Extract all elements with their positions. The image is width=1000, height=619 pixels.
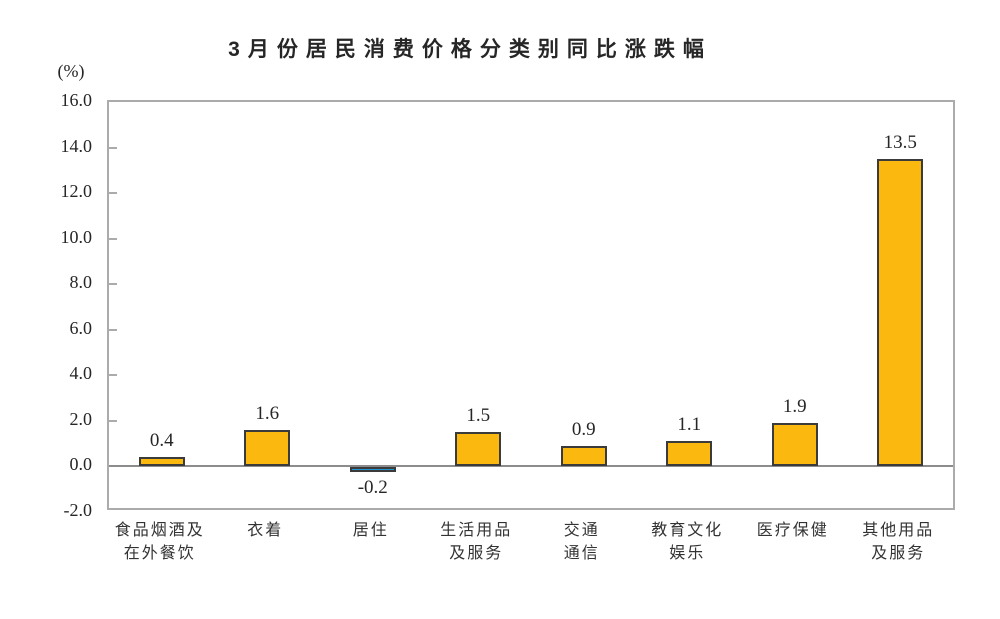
bar — [771, 423, 818, 467]
y-axis-unit-label: (%) — [57, 61, 85, 81]
category-label-line: 交通 — [563, 522, 600, 539]
bar — [560, 445, 607, 467]
category-label-line: 食品烟酒及 — [114, 522, 205, 539]
bar — [666, 441, 713, 467]
category-label-line: 居住 — [352, 522, 389, 539]
category-label: 医疗保健 — [740, 519, 846, 542]
bar-value-label: 0.4 — [149, 430, 174, 452]
bar-value-label: 1.9 — [782, 396, 807, 418]
chart-title: 3月份居民消费价格分类别同比涨跌幅 — [228, 38, 712, 61]
category-label: 其他用品 及服务 — [846, 519, 952, 565]
category-label-line: 医疗保健 — [756, 522, 829, 539]
y-tick-label: 10.0 — [60, 226, 93, 247]
category-label: 食品烟酒及 在外餐饮 — [107, 519, 213, 565]
bar-value-label: 13.5 — [883, 131, 917, 153]
category-label: 居住 — [318, 519, 424, 542]
y-tick-label: 16.0 — [60, 90, 93, 110]
zero-baseline — [109, 465, 953, 468]
category-label-line: 教育文化 — [651, 522, 724, 539]
y-axis-tick-mark — [109, 237, 117, 240]
category-label-line: 生活用品 — [440, 522, 513, 539]
y-axis-tick-mark — [109, 146, 117, 149]
y-tick-label: 6.0 — [69, 317, 93, 338]
category-label: 生活用品 及服务 — [424, 519, 530, 565]
bar-value-label: 1.6 — [255, 403, 280, 424]
bar-value-label: 1.1 — [677, 414, 702, 436]
y-axis-tick-mark — [109, 419, 117, 422]
y-axis-tick-mark — [109, 283, 117, 286]
y-tick-label: 0.0 — [69, 454, 93, 475]
bar-value-label: -0.2 — [357, 477, 388, 498]
y-tick-label: 14.0 — [60, 135, 93, 156]
category-label-line: 通信 — [563, 545, 600, 562]
category-label-line: 在外餐饮 — [123, 545, 196, 562]
x-axis-category-labels: 食品烟酒及 在外餐饮 衣着 居住 生活用品 及服务 交通 通信 教育文化 娱乐 医疗保健 其他用品 及服… — [107, 519, 955, 579]
plot-area: 0.4 1.6 -0.2 1.5 0.9 1.1 1.9 13.5 — [107, 100, 955, 510]
category-label-line: 其他用品 — [862, 522, 935, 539]
bar — [138, 457, 185, 467]
bar-value-label: 0.9 — [571, 418, 596, 440]
y-axis-tick-mark — [109, 374, 117, 377]
bar — [349, 467, 396, 472]
category-label-line: 衣着 — [247, 522, 284, 539]
y-tick-label: -2.0 — [63, 500, 93, 520]
bar — [455, 432, 502, 467]
y-axis-tick-mark — [109, 328, 117, 331]
y-axis-tick-mark — [109, 192, 117, 195]
bar — [877, 158, 924, 467]
bar-value-label: 1.5 — [466, 405, 491, 427]
category-label: 教育文化 娱乐 — [635, 519, 741, 565]
y-tick-label: 4.0 — [69, 363, 93, 384]
bar — [244, 430, 291, 467]
category-label-line: 及服务 — [449, 545, 504, 562]
y-tick-label: 2.0 — [69, 408, 93, 429]
category-label: 交通 通信 — [529, 519, 635, 565]
category-label-line: 娱乐 — [669, 545, 706, 562]
y-tick-label: 8.0 — [69, 272, 93, 293]
category-label-line: 及服务 — [871, 545, 926, 562]
y-tick-label: 12.0 — [60, 181, 93, 202]
category-label: 衣着 — [213, 519, 319, 542]
